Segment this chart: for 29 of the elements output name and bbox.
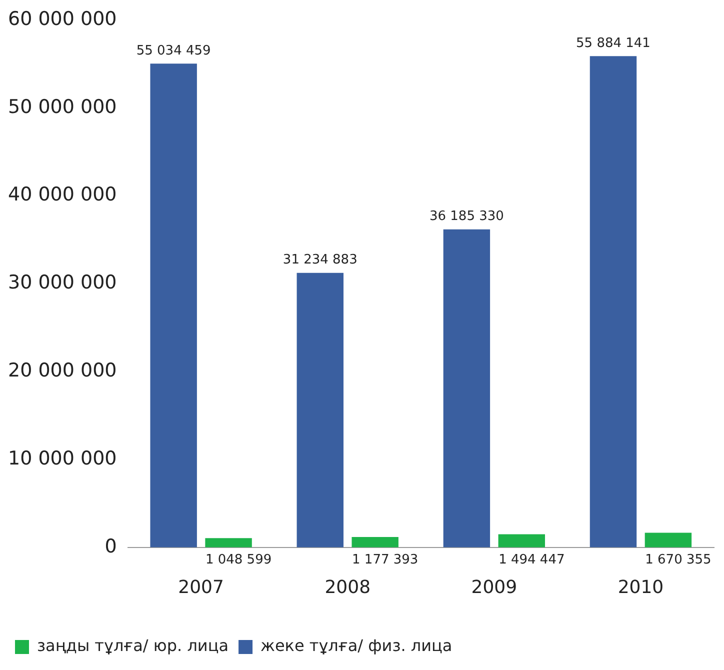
bar — [150, 64, 197, 548]
data-label: 36 185 330 — [429, 209, 504, 224]
x-tick-label: 2007 — [178, 576, 224, 598]
data-label: 1 494 447 — [498, 552, 565, 568]
y-tick-label: 50 000 000 — [8, 96, 117, 118]
bar — [296, 272, 344, 548]
y-tick-label: 40 000 000 — [8, 184, 117, 206]
data-label: 1 177 393 — [352, 552, 418, 568]
y-tick-label: 20 000 000 — [8, 360, 117, 382]
x-tick-label: 2008 — [324, 576, 371, 598]
bar — [205, 538, 252, 548]
x-tick-label: 2010 — [618, 576, 664, 598]
bar — [498, 534, 546, 548]
bar — [590, 56, 637, 548]
y-tick-label: 10 000 000 — [8, 447, 117, 470]
y-tick-label: 60 000 000 — [8, 8, 117, 30]
data-label: 55 034 459 — [136, 44, 211, 59]
bar — [352, 537, 398, 548]
legend-label: заңды тұлға/ юр. лица — [37, 636, 229, 656]
y-tick-label: 0 — [104, 535, 117, 558]
bar — [644, 532, 692, 548]
legend-label: жеке тұлға/ физ. лица — [260, 636, 452, 656]
bar — [443, 229, 490, 548]
y-tick-label: 30 000 000 — [8, 272, 117, 294]
data-label: 55 884 141 — [576, 36, 650, 52]
data-label: 1 670 355 — [645, 552, 712, 568]
data-label: 1 048 599 — [205, 552, 272, 568]
x-tick-label: 2009 — [471, 576, 518, 598]
data-label: 31 234 883 — [282, 252, 358, 268]
